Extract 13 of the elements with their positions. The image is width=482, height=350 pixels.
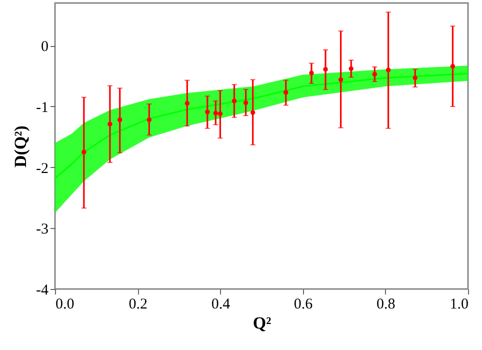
y-axis-title: D(Q²)	[11, 126, 30, 168]
y-tick-label: -1	[36, 100, 48, 116]
y-tick-label: -2	[36, 160, 48, 177]
x-tick-label: 0.0	[56, 296, 74, 312]
y-tick-label: 0	[41, 39, 48, 56]
x-tick-label: 0.8	[376, 296, 396, 312]
y-tick-label: -4	[36, 282, 49, 298]
x-tick-label: 1.0	[450, 296, 468, 312]
y-tick-label: -3	[36, 222, 48, 238]
x-axis-title: Q²	[252, 314, 272, 332]
x-tick-label: 0.4	[211, 296, 231, 312]
x-tick-label: 0.2	[128, 296, 148, 312]
x-tick-label: 0.6	[294, 296, 314, 312]
